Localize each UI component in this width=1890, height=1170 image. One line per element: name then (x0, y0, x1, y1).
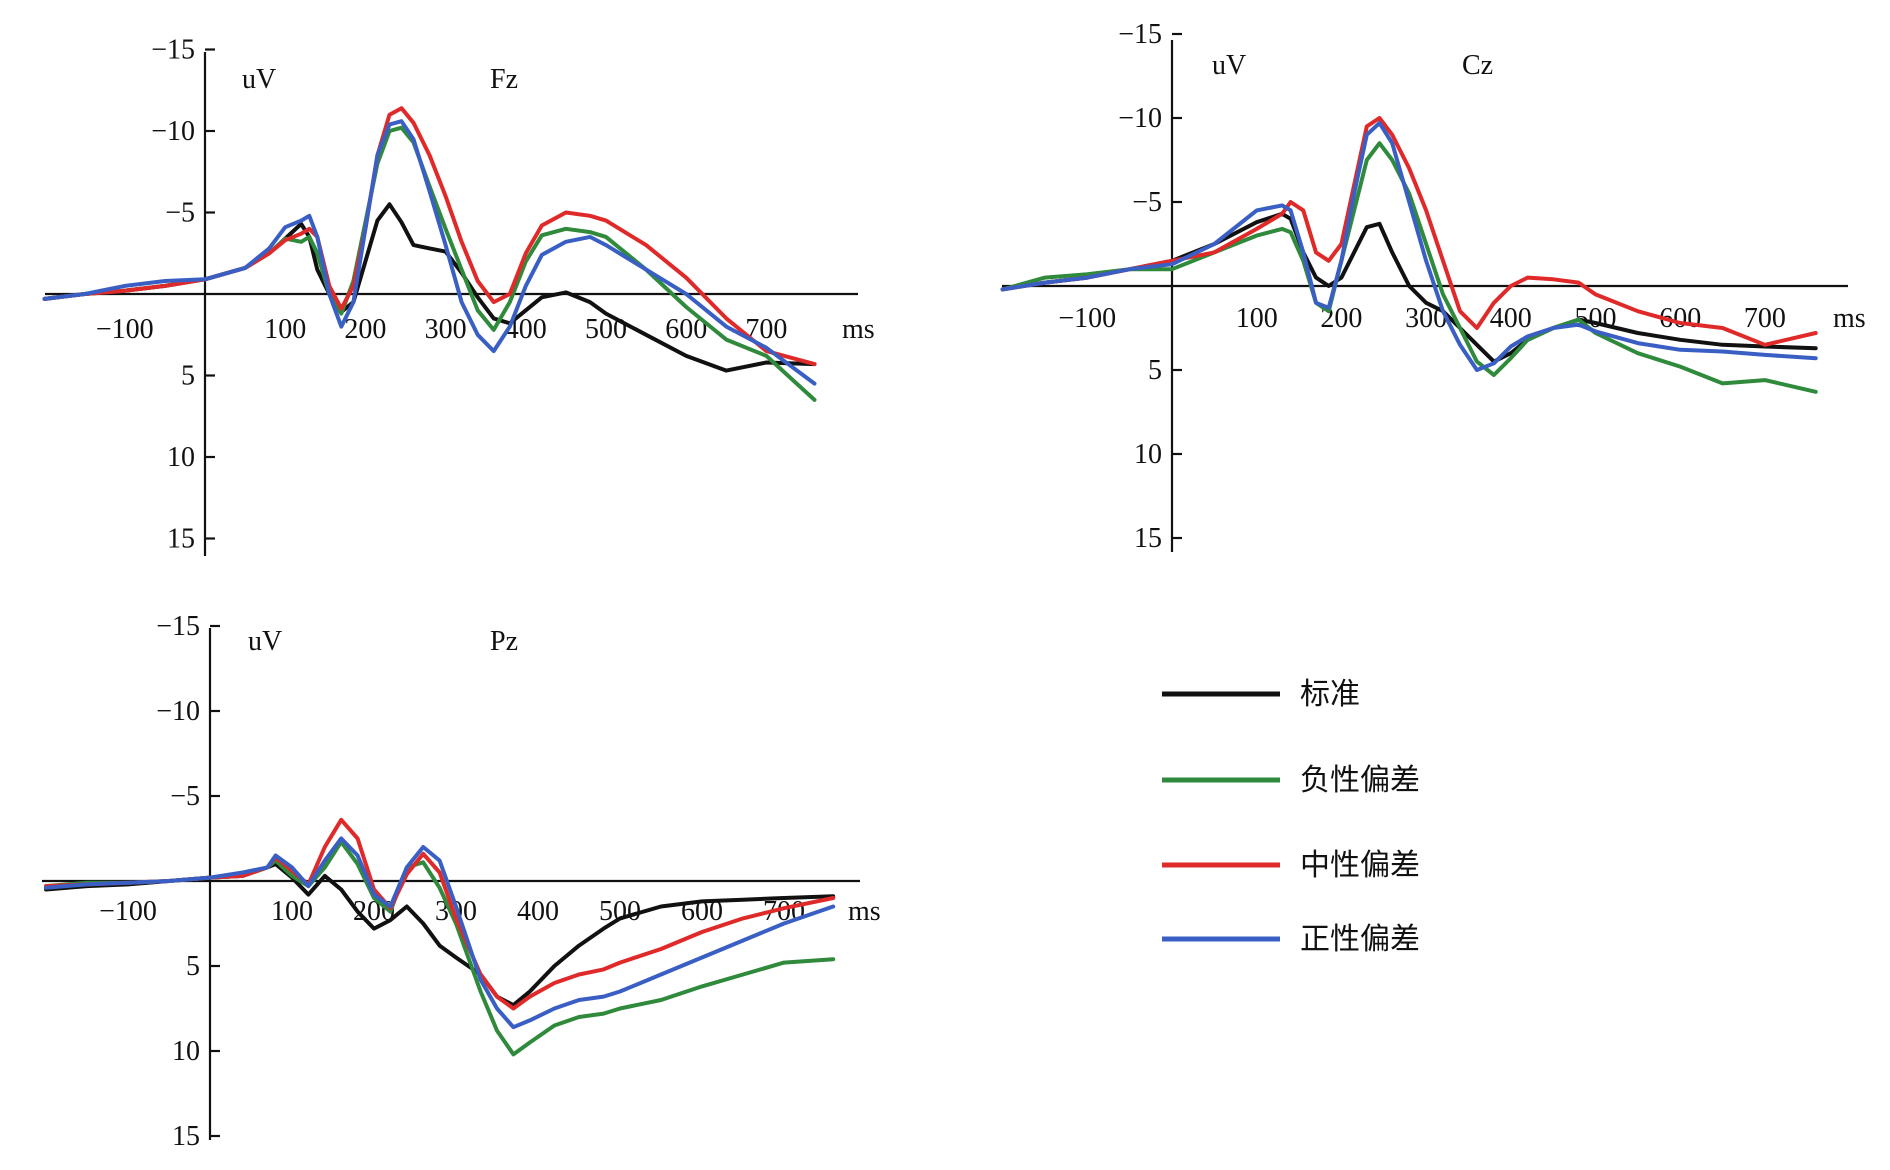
series-line-2 (1000, 116, 1818, 347)
y-tick-label: 10 (172, 1036, 200, 1067)
y-unit-label: uV (1212, 50, 1246, 81)
y-tick-label: 15 (172, 1121, 200, 1152)
legend: 标准 负性偏差 中性偏差 正性偏差 (1162, 677, 1420, 957)
legend-label-1: 负性偏差 (1300, 763, 1420, 798)
channel-title: Pz (490, 626, 518, 657)
y-tick-label: −5 (1132, 187, 1162, 218)
series-line-3 (42, 119, 817, 386)
legend-item: 正性偏差 (1162, 922, 1420, 957)
legend-label-2: 中性偏差 (1300, 848, 1420, 883)
series-line-3 (44, 836, 836, 1030)
series-line-2 (42, 106, 817, 367)
y-tick-label: −10 (156, 696, 200, 727)
channel-title: Cz (1462, 50, 1493, 81)
x-tick-label: 100 (1236, 303, 1278, 334)
y-tick-label: 5 (1148, 355, 1162, 386)
y-tick-label: 15 (167, 524, 195, 555)
y-tick-label: −5 (170, 781, 200, 812)
legend-label-3: 正性偏差 (1300, 922, 1420, 957)
y-tick-label: −15 (151, 35, 195, 66)
y-tick-label: −5 (165, 198, 195, 229)
x-tick-label: 300 (425, 314, 467, 345)
y-tick-label: 5 (181, 361, 195, 392)
channel-title: Fz (490, 64, 518, 95)
y-tick-label: 5 (186, 951, 200, 982)
y-tick-label: −10 (1118, 103, 1162, 134)
x-tick-label: 400 (517, 896, 559, 927)
x-tick-label: −100 (99, 896, 157, 927)
x-tick-label: 700 (1744, 303, 1786, 334)
series-line-3 (1000, 121, 1818, 372)
y-unit-label: uV (248, 626, 282, 657)
y-tick-label: 15 (1134, 523, 1162, 554)
x-tick-label: 200 (344, 314, 386, 345)
x-tick-label: −100 (96, 314, 154, 345)
x-tick-label: 100 (264, 314, 306, 345)
x-unit-label: ms (848, 896, 881, 927)
y-tick-label: 10 (1134, 439, 1162, 470)
legend-item: 中性偏差 (1162, 848, 1420, 883)
y-tick-label: 10 (167, 442, 195, 473)
legend-label-0: 标准 (1300, 677, 1360, 712)
x-tick-label: 500 (585, 314, 627, 345)
series-line-1 (1000, 141, 1818, 394)
x-tick-label: 500 (599, 896, 641, 927)
series-line-0 (1000, 211, 1818, 364)
x-tick-label: 400 (1490, 303, 1532, 334)
series-line-2 (44, 817, 836, 1011)
x-unit-label: ms (1833, 303, 1866, 334)
legend-item: 标准 (1162, 677, 1360, 712)
y-unit-label: uV (242, 64, 276, 95)
y-tick-label: −15 (1118, 19, 1162, 50)
legend-item: 负性偏差 (1162, 763, 1420, 798)
x-tick-label: −100 (1058, 303, 1116, 334)
y-tick-label: −15 (156, 611, 200, 642)
y-tick-label: −10 (151, 116, 195, 147)
x-unit-label: ms (842, 314, 875, 345)
x-tick-label: 100 (271, 896, 313, 927)
